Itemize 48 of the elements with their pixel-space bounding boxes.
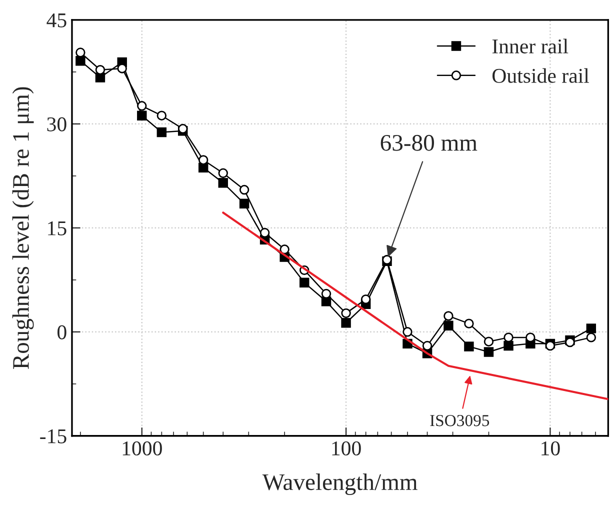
point — [280, 244, 290, 254]
point — [137, 101, 147, 111]
point — [586, 324, 596, 334]
y-tick-label: 45 — [46, 13, 66, 28]
x-tick-label: 10 — [542, 441, 560, 456]
point — [239, 184, 250, 195]
point — [156, 110, 167, 120]
point — [526, 332, 536, 342]
legend-label: Outside rail — [492, 68, 589, 83]
point — [504, 340, 514, 351]
y-tick-label: 0 — [57, 325, 66, 340]
point — [76, 56, 86, 66]
point — [422, 340, 432, 351]
point — [218, 178, 228, 188]
point — [341, 318, 351, 328]
point — [402, 327, 412, 337]
point — [198, 155, 208, 165]
point — [239, 198, 250, 209]
point — [484, 336, 494, 346]
annotation: 63-80 mm — [380, 134, 478, 151]
point — [464, 342, 474, 352]
point — [504, 332, 514, 342]
y-tick-label: 30 — [47, 117, 66, 132]
point — [300, 278, 310, 288]
point — [218, 168, 228, 178]
point — [586, 332, 596, 342]
point — [95, 72, 106, 82]
x-axis-title: Wavelength/mm — [262, 474, 418, 496]
point — [76, 48, 86, 58]
point — [95, 64, 106, 75]
point — [484, 347, 494, 357]
point — [117, 64, 127, 74]
point — [464, 318, 474, 328]
annotation: ISO3095 — [430, 414, 490, 426]
point — [341, 308, 351, 318]
point — [444, 320, 454, 331]
point — [260, 228, 270, 238]
y-axis-title: Roughness level (dB re 1 μm) — [12, 87, 34, 369]
x-tick-label: 100 — [332, 441, 361, 456]
point — [360, 294, 371, 304]
point — [321, 288, 332, 299]
legend-label: Inner rail — [492, 38, 568, 54]
y-tick-label: -15 — [40, 429, 66, 444]
y-tick-label: 15 — [48, 221, 66, 236]
x-tick-label: 1000 — [122, 441, 162, 456]
point — [137, 110, 147, 120]
point — [156, 127, 167, 138]
point — [444, 311, 454, 321]
